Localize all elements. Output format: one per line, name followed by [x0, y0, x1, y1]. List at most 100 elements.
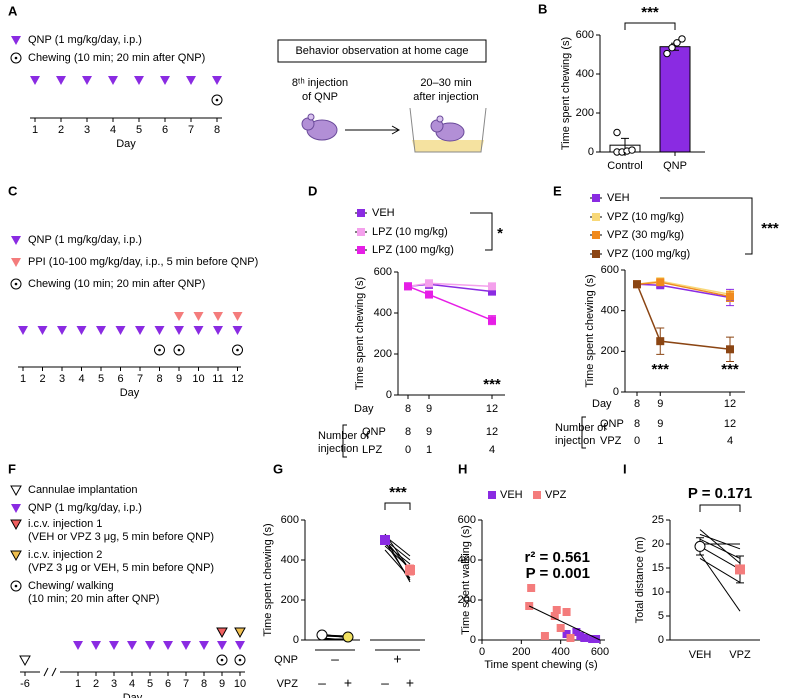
panel-letter: A — [8, 3, 18, 18]
tick-label: 6 — [162, 124, 168, 136]
legend-symbol-center — [14, 56, 18, 60]
tick-label: 8 — [156, 373, 162, 385]
table-row-name: QNP — [362, 426, 386, 438]
timeline-event — [19, 655, 31, 667]
table-cell: 8 — [405, 426, 411, 438]
y-tick-label: 200 — [281, 594, 299, 606]
data-point — [726, 345, 734, 354]
annotation: *** — [721, 361, 739, 378]
legend-symbol — [11, 236, 21, 245]
timeline-event — [181, 641, 191, 650]
tick-label: 2 — [58, 124, 64, 136]
tick-label: 6 — [117, 373, 123, 385]
tick-label: 4 — [129, 678, 135, 690]
table-cell: 1 — [426, 444, 432, 456]
data-point — [726, 292, 734, 301]
panel-letter: D — [308, 183, 317, 198]
data-point — [527, 584, 536, 592]
legend-text: (VEH or VPZ 3 μg, 5 min before QNP) — [28, 531, 214, 543]
legend-swatch — [357, 246, 365, 254]
legend-text: i.c.v. injection 1 — [28, 518, 102, 530]
table-row-name: VPZ — [600, 435, 622, 447]
table-row-name: QNP — [600, 418, 624, 430]
individual-line — [699, 529, 741, 564]
legend-swatch — [357, 209, 365, 217]
legend-swatch — [592, 194, 600, 202]
condition-name: VPZ — [277, 678, 299, 690]
data-point — [404, 282, 412, 291]
axis-label: Day — [123, 692, 143, 698]
data-point — [656, 278, 665, 287]
annotation: *** — [389, 484, 407, 501]
tick-label: 3 — [111, 678, 117, 690]
data-point — [425, 279, 433, 288]
tick-label: 5 — [147, 678, 153, 690]
tick-label: 1 — [75, 678, 81, 690]
mean-point — [405, 565, 415, 575]
table-cell: 4 — [727, 435, 733, 447]
y-tick-label: 400 — [281, 554, 299, 566]
legend-symbol — [11, 258, 21, 267]
sig-bracket — [624, 22, 676, 30]
sig-bracket — [384, 502, 411, 510]
legend-symbol — [11, 36, 21, 45]
condition-label: – — [318, 675, 326, 691]
timeline-event — [216, 627, 228, 639]
y-tick-label: 600 — [374, 266, 392, 278]
mean-point — [342, 631, 354, 643]
timeline-event — [199, 641, 209, 650]
legend-swatch — [488, 491, 496, 499]
mouse — [301, 113, 338, 141]
mean-line — [699, 545, 741, 570]
individual-line — [384, 543, 411, 565]
data-point — [488, 316, 496, 325]
data-point — [550, 612, 559, 620]
individual-line — [699, 538, 741, 559]
data-point — [678, 35, 686, 43]
y-axis-label: Time spent chewing (s) — [584, 274, 596, 387]
x-tick-label: 200 — [512, 646, 530, 658]
x-tick-label: 8 — [405, 403, 411, 415]
legend-symbol-center — [14, 584, 18, 588]
tick-label: 7 — [137, 373, 143, 385]
tick-label: 7 — [183, 678, 189, 690]
timeline-event — [174, 312, 184, 321]
data-point — [562, 608, 571, 616]
annotation: P = 0.171 — [688, 485, 752, 502]
axis-label: Day — [120, 387, 140, 399]
legend-swatch — [592, 231, 600, 239]
individual-line — [699, 533, 741, 550]
timeline-event — [30, 76, 40, 85]
y-axis-label: Total distance (m) — [634, 537, 646, 624]
timeline-event-center — [236, 348, 239, 352]
tick-label: 10 — [192, 373, 204, 385]
table-cell: 12 — [486, 426, 498, 438]
tick-label: 8 — [214, 124, 220, 136]
cage — [409, 107, 487, 153]
legend-text: VPZ (10 mg/kg) — [607, 211, 684, 223]
tick-label: 2 — [93, 678, 99, 690]
timeline-event — [163, 641, 173, 650]
panel-letter: E — [553, 183, 562, 198]
mean-point — [380, 535, 390, 545]
y-tick-label: 400 — [601, 305, 619, 317]
table-label: injection — [318, 443, 358, 455]
tick-label: 4 — [78, 373, 84, 385]
timeline-event — [82, 76, 92, 85]
timeline-event — [186, 76, 196, 85]
tick-label: 10 — [234, 678, 246, 690]
table-cell: 4 — [489, 444, 495, 456]
individual-line — [699, 557, 741, 583]
timeline-event — [76, 326, 87, 335]
y-axis-label: Time spent walking (s) — [460, 525, 472, 635]
legend-text: Chewing/ walking — [28, 580, 114, 592]
tick-label: 3 — [84, 124, 90, 136]
y-axis-label: Time spent chewing (s) — [560, 37, 572, 150]
legend-swatch — [533, 491, 541, 499]
timeline-event — [73, 641, 83, 650]
timeline-event — [115, 326, 126, 335]
series-line — [407, 285, 493, 321]
condition-label: – — [331, 651, 339, 667]
data-point — [566, 634, 575, 642]
